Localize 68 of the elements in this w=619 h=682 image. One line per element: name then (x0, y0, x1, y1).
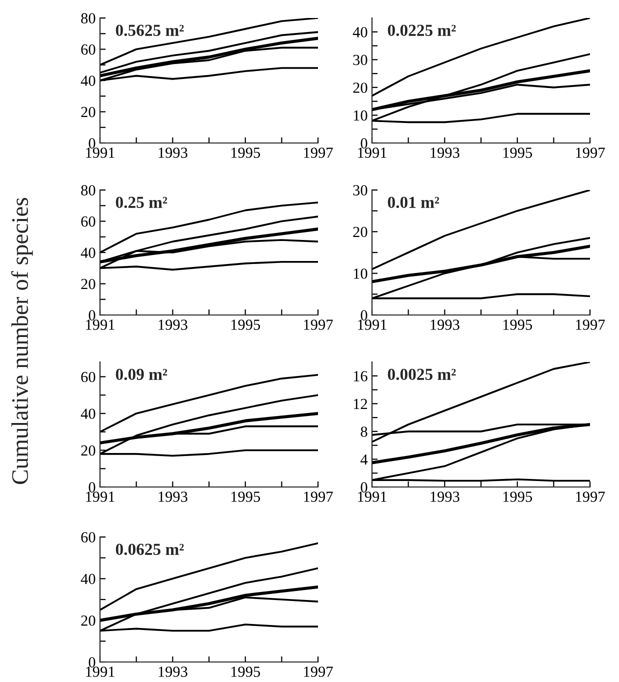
x-tick-label: 1997 (576, 320, 605, 330)
x-tick-label: 1991 (86, 320, 114, 330)
y-tick-label: 60 (81, 532, 96, 542)
y-tick-label: 60 (81, 44, 96, 55)
y-tick-label: 0 (88, 657, 96, 668)
x-tick-label: 1997 (304, 320, 333, 330)
x-tick-label: 1997 (576, 148, 605, 158)
x-tick-label: 1993 (158, 666, 188, 677)
x-tick-label: 1995 (231, 148, 260, 158)
y-tick-label: 20 (353, 82, 368, 93)
x-tick-label: 1991 (86, 492, 114, 502)
y-tick-label: 60 (81, 372, 96, 382)
x-tick-label: 1995 (231, 666, 260, 677)
chart-title: 0.09 m² (116, 368, 168, 380)
y-tick-label: 10 (354, 110, 368, 121)
y-tick-label: 0 (88, 482, 96, 492)
y-tick-label: 0 (88, 138, 96, 148)
y-tick-label: 20 (81, 615, 96, 626)
x-tick-label: 1991 (86, 666, 114, 677)
chart-title: 0.0025 m² (388, 368, 456, 380)
x-tick-label: 1997 (304, 492, 333, 502)
x-tick-label: 1993 (430, 320, 460, 330)
y-tick-label: 10 (354, 268, 368, 279)
y-tick-label: 30 (353, 54, 368, 66)
y-tick-label: 0 (360, 310, 368, 320)
x-tick-label: 1995 (231, 320, 260, 330)
x-tick-label: 1991 (358, 492, 386, 502)
y-tick-label: 40 (80, 248, 96, 258)
chart-title: 0.5625 m² (116, 24, 184, 36)
y-tick-label: 0 (360, 482, 368, 492)
x-tick-label: 1993 (430, 492, 460, 502)
x-tick-label: 1991 (358, 320, 386, 330)
y-tick-label: 40 (352, 27, 368, 38)
x-tick-label: 1997 (576, 492, 605, 502)
y-tick-label: 40 (80, 76, 96, 86)
y-tick-label: 8 (360, 426, 368, 437)
y-tick-label: 40 (80, 574, 96, 584)
x-tick-label: 1995 (503, 492, 532, 502)
y-tick-label: 80 (81, 185, 96, 196)
chart-title: 0.0625 m² (116, 544, 184, 556)
x-tick-label: 1991 (358, 148, 386, 158)
x-tick-label: 1993 (158, 320, 188, 330)
y-tick-label: 0 (88, 310, 96, 320)
y-tick-label: 20 (81, 278, 96, 290)
y-tick-label: 60 (81, 216, 96, 227)
chart-title: 0.0225 m² (388, 24, 456, 36)
y-tick-label: 20 (353, 226, 368, 238)
chart-title: 0.01 m² (388, 196, 440, 208)
y-tick-label: 30 (353, 185, 368, 196)
x-tick-label: 1997 (304, 148, 333, 158)
x-tick-label: 1995 (503, 148, 532, 158)
y-tick-label: 40 (80, 408, 96, 419)
y-tick-label: 4 (360, 454, 368, 465)
x-tick-label: 1993 (430, 148, 460, 158)
y-tick-label: 20 (81, 106, 96, 118)
y-tick-label: 12 (354, 398, 367, 409)
x-tick-label: 1991 (86, 148, 114, 158)
y-axis-title: Cumulative number of species (11, 198, 33, 484)
y-tick-label: 80 (81, 13, 96, 24)
y-tick-label: 16 (354, 371, 368, 382)
y-tick-label: 0 (360, 138, 368, 148)
x-tick-label: 1995 (503, 320, 532, 330)
chart-title: 0.25 m² (116, 196, 168, 208)
x-tick-label: 1995 (231, 492, 260, 502)
y-tick-label: 20 (81, 445, 96, 456)
x-tick-label: 1993 (158, 148, 188, 158)
x-tick-label: 1997 (304, 666, 333, 677)
x-tick-label: 1993 (158, 492, 188, 502)
